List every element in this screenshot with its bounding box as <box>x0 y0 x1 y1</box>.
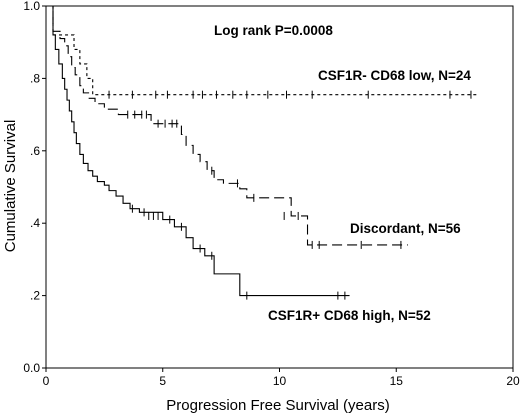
series-layer <box>46 5 478 300</box>
survival-curve <box>46 5 408 246</box>
y-tick-label: .2 <box>30 289 40 303</box>
legend-label-csf1r-pos: CSF1R+ CD68 high, N=52 <box>268 308 431 323</box>
legend-label-discordant: Discordant, N=56 <box>350 221 461 236</box>
y-tick-label: .8 <box>30 71 40 85</box>
x-tick-label: 20 <box>506 374 520 388</box>
series-2 <box>46 5 350 300</box>
axes: 0 5 10 15 20 0.0 .2 .4 .6 .8 1.0 <box>23 0 520 388</box>
series-1 <box>46 5 408 249</box>
y-tick-label: .4 <box>30 216 40 230</box>
x-tick-label: 5 <box>159 374 166 388</box>
series-0 <box>46 5 478 99</box>
legend-label-csf1r-neg: CSF1R- CD68 low, N=24 <box>318 68 471 83</box>
log-rank-annotation: Log rank P=0.0008 <box>214 23 333 38</box>
y-tick-label: 1.0 <box>23 0 40 13</box>
y-tick-label: .6 <box>30 144 40 158</box>
survival-curve <box>46 5 350 297</box>
x-tick-label: 10 <box>273 374 287 388</box>
y-axis-title: Cumulative Survival <box>2 120 19 253</box>
x-tick-label: 0 <box>43 374 50 388</box>
x-tick-label: 15 <box>390 374 404 388</box>
x-axis-title: Progression Free Survival (years) <box>166 397 389 414</box>
y-tick-label: 0.0 <box>23 361 40 375</box>
